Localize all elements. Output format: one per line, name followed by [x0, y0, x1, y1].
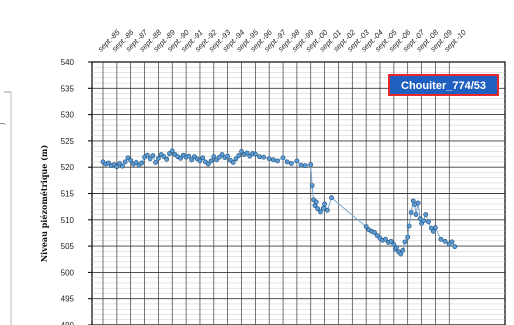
series-layer: [100, 148, 458, 257]
data-point: [230, 160, 236, 165]
data-point: [150, 153, 156, 159]
data-point: [394, 245, 400, 251]
y-tick-label: 525: [61, 137, 75, 146]
y-tick-label: 500: [61, 268, 75, 277]
y-tick-label: 530: [61, 111, 75, 120]
data-point: [244, 150, 250, 156]
y-tick-label: 535: [61, 84, 75, 93]
data-point: [400, 247, 406, 253]
data-point: [169, 148, 175, 154]
data-point: [430, 228, 436, 234]
data-point: [266, 156, 272, 162]
data-point: [128, 157, 134, 163]
data-point: [421, 218, 427, 224]
y-axis-title: Niveau piézométrique (m): [39, 145, 49, 263]
data-point: [408, 210, 414, 215]
data-point: [452, 244, 458, 250]
data-point: [320, 205, 326, 211]
data-point: [315, 206, 321, 212]
data-point: [119, 163, 125, 169]
data-point: [219, 152, 225, 157]
y-tick-label: 520: [61, 163, 75, 172]
data-point: [405, 234, 411, 240]
legend-box: [388, 74, 499, 96]
data-point: [324, 207, 330, 213]
data-point: [208, 158, 214, 164]
data-point: [432, 225, 438, 231]
x-axis-ticks: sept.-85sept.-86sept.-87sept.-88sept.-89…: [96, 27, 468, 53]
y-axis-ticks: 540 535 530 525 520 515 510 505 500 495 490: [61, 58, 92, 325]
data-point: [270, 157, 276, 163]
data-point: [294, 158, 300, 164]
data-point: [257, 154, 262, 160]
data-point: [139, 160, 145, 166]
y-tick-label: 540: [61, 58, 75, 67]
data-point: [398, 251, 404, 257]
data-point: [122, 159, 128, 165]
data-point: [298, 162, 304, 168]
data-point: [442, 238, 448, 244]
data-point: [153, 160, 159, 165]
data-point: [284, 159, 290, 165]
data-point: [423, 212, 429, 217]
y-tick-label: 515: [61, 190, 75, 199]
data-point: [211, 154, 217, 160]
y-tick-label: 490: [61, 321, 75, 325]
data-point: [144, 152, 150, 158]
data-point: [178, 155, 183, 161]
data-point: [318, 209, 323, 215]
data-point: [236, 153, 242, 159]
legend-label: Chouiter_774/53: [401, 80, 486, 92]
data-point: [233, 156, 239, 162]
data-point: [186, 153, 192, 159]
data-point: [189, 157, 195, 163]
data-point: [329, 195, 334, 201]
data-point: [200, 155, 206, 161]
data-point: [288, 161, 294, 166]
side-fragment-text: ): [0, 123, 6, 125]
data-point: [313, 199, 319, 205]
data-point: [449, 239, 455, 245]
data-point: [155, 155, 161, 161]
y-tick-label: 505: [61, 242, 75, 251]
data-point: [205, 161, 211, 167]
data-point: [363, 224, 369, 230]
data-point: [252, 151, 258, 157]
data-point: [239, 149, 244, 154]
data-point: [164, 156, 170, 162]
data-point: [402, 239, 408, 245]
data-point: [383, 236, 388, 242]
data-point: [302, 163, 308, 169]
data-point: [417, 216, 423, 222]
data-point: [415, 200, 421, 206]
data-point: [413, 212, 419, 217]
data-point: [114, 164, 120, 170]
data-point: [438, 236, 444, 242]
data-point: [388, 238, 394, 244]
data-point: [280, 155, 286, 161]
data-point: [261, 154, 267, 160]
y-tick-label: 495: [61, 295, 75, 304]
data-point: [309, 183, 315, 189]
data-point: [225, 153, 231, 159]
legend[interactable]: Chouiter_774/53: [388, 74, 499, 96]
data-point: [275, 158, 280, 164]
grid-layer: [92, 62, 505, 325]
y-tick-label: 510: [61, 216, 75, 225]
data-point: [197, 158, 203, 164]
data-point: [372, 230, 377, 235]
data-point: [426, 219, 431, 225]
data-point: [406, 223, 412, 229]
data-point: [147, 156, 153, 162]
data-point: [391, 242, 397, 247]
data-point: [322, 201, 327, 207]
data-point: [308, 162, 314, 167]
